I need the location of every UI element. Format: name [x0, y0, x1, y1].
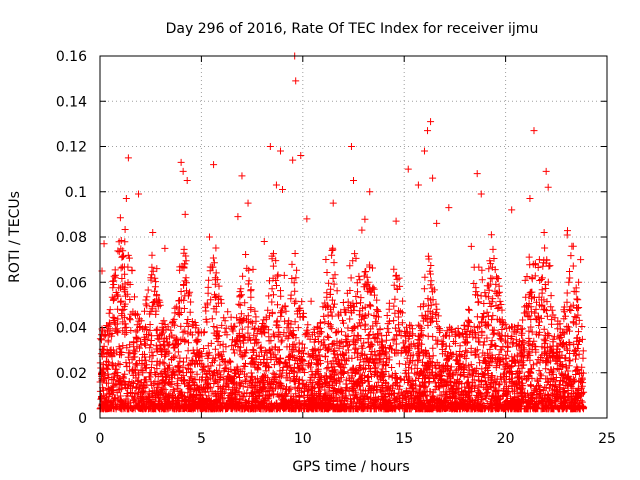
data-point [210, 161, 218, 169]
grid-lines [100, 56, 607, 418]
data-point [206, 233, 214, 241]
data-point [292, 77, 300, 85]
x-tick-label: 5 [197, 431, 206, 447]
data-point [124, 154, 132, 162]
y-tick-label: 0.02 [56, 366, 87, 382]
y-tick-label: 0 [78, 411, 87, 427]
roti-dense-scatter [96, 214, 588, 413]
data-point [181, 210, 189, 218]
x-axis-label: GPS time / hours [292, 459, 409, 475]
data-point [544, 183, 552, 191]
data-point [149, 228, 157, 236]
data-point [508, 206, 516, 214]
axis-ticks: 0 5 10 15 20 25 0 0.02 0.04 0.06 0.08 0.1 0.12 0.14 0.… [56, 49, 616, 447]
x-tick-label: 15 [395, 431, 413, 447]
data-point [575, 278, 583, 286]
data-point [179, 167, 187, 175]
data-point [477, 190, 485, 198]
x-tick-label: 10 [294, 431, 312, 447]
data-point [347, 143, 355, 150]
data-point [414, 181, 422, 189]
data-point [424, 127, 432, 135]
data-point [530, 127, 538, 135]
data-point [487, 231, 495, 239]
data-point [135, 190, 143, 198]
data-point [540, 228, 548, 236]
x-tick-label: 0 [96, 431, 105, 447]
data-point [289, 156, 297, 164]
data-point [183, 176, 191, 184]
roti-point-cloud [96, 214, 588, 413]
data-point [303, 215, 311, 223]
data-point [429, 174, 437, 182]
data-point [350, 176, 357, 184]
y-tick-label: 0.14 [56, 94, 87, 110]
data-point [100, 240, 108, 248]
y-tick-label: 0.12 [56, 140, 87, 156]
data-point [244, 199, 252, 207]
data-point [404, 165, 412, 173]
y-tick-label: 0.04 [56, 321, 87, 337]
roti-data-points [98, 52, 585, 286]
data-point [272, 181, 280, 189]
data-point [329, 199, 337, 207]
data-point [266, 143, 274, 150]
data-point [473, 170, 481, 178]
plot-frame [99, 55, 608, 419]
data-point [392, 217, 400, 225]
data-point [234, 213, 242, 221]
data-point [161, 244, 169, 252]
x-tick-label: 20 [497, 431, 515, 447]
data-point [420, 147, 428, 155]
data-point [577, 256, 585, 264]
y-tick-label: 0.16 [56, 49, 87, 65]
data-point [445, 204, 453, 212]
data-point [238, 172, 246, 180]
chart-title: Day 296 of 2016, Rate Of TEC Index for r… [166, 21, 539, 37]
data-point [260, 238, 268, 246]
data-point [526, 195, 534, 203]
data-point [297, 152, 305, 160]
data-point [542, 167, 550, 175]
y-tick-label: 0.1 [65, 185, 87, 201]
data-point [433, 219, 441, 227]
y-tick-label: 0.08 [56, 230, 87, 246]
x-tick-label: 25 [598, 431, 616, 447]
data-point [276, 147, 284, 155]
data-point [427, 118, 435, 126]
data-point [177, 158, 185, 166]
y-axis-label: ROTI / TECUs [7, 191, 23, 283]
data-point [279, 185, 287, 193]
y-tick-label: 0.06 [56, 275, 87, 291]
data-point [366, 188, 374, 196]
data-point [122, 195, 130, 203]
